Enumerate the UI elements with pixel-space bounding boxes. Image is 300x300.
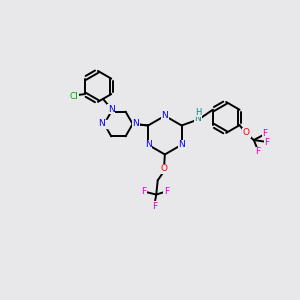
Text: N: N: [161, 111, 168, 120]
Text: N: N: [98, 119, 104, 128]
Text: F: F: [264, 138, 269, 147]
Text: Cl: Cl: [69, 92, 78, 101]
Text: F: F: [262, 129, 268, 138]
Text: N: N: [195, 114, 201, 123]
Text: O: O: [160, 164, 167, 173]
Bar: [98, 119, 110, 128]
Text: F: F: [164, 187, 169, 196]
Text: N: N: [145, 140, 152, 149]
Text: N: N: [132, 119, 139, 128]
Text: O: O: [243, 128, 250, 137]
Text: F: F: [255, 147, 261, 156]
Text: N: N: [178, 140, 185, 149]
Text: H: H: [195, 108, 201, 117]
Text: F: F: [152, 202, 157, 211]
Text: N: N: [108, 105, 115, 114]
Text: F: F: [141, 187, 146, 196]
